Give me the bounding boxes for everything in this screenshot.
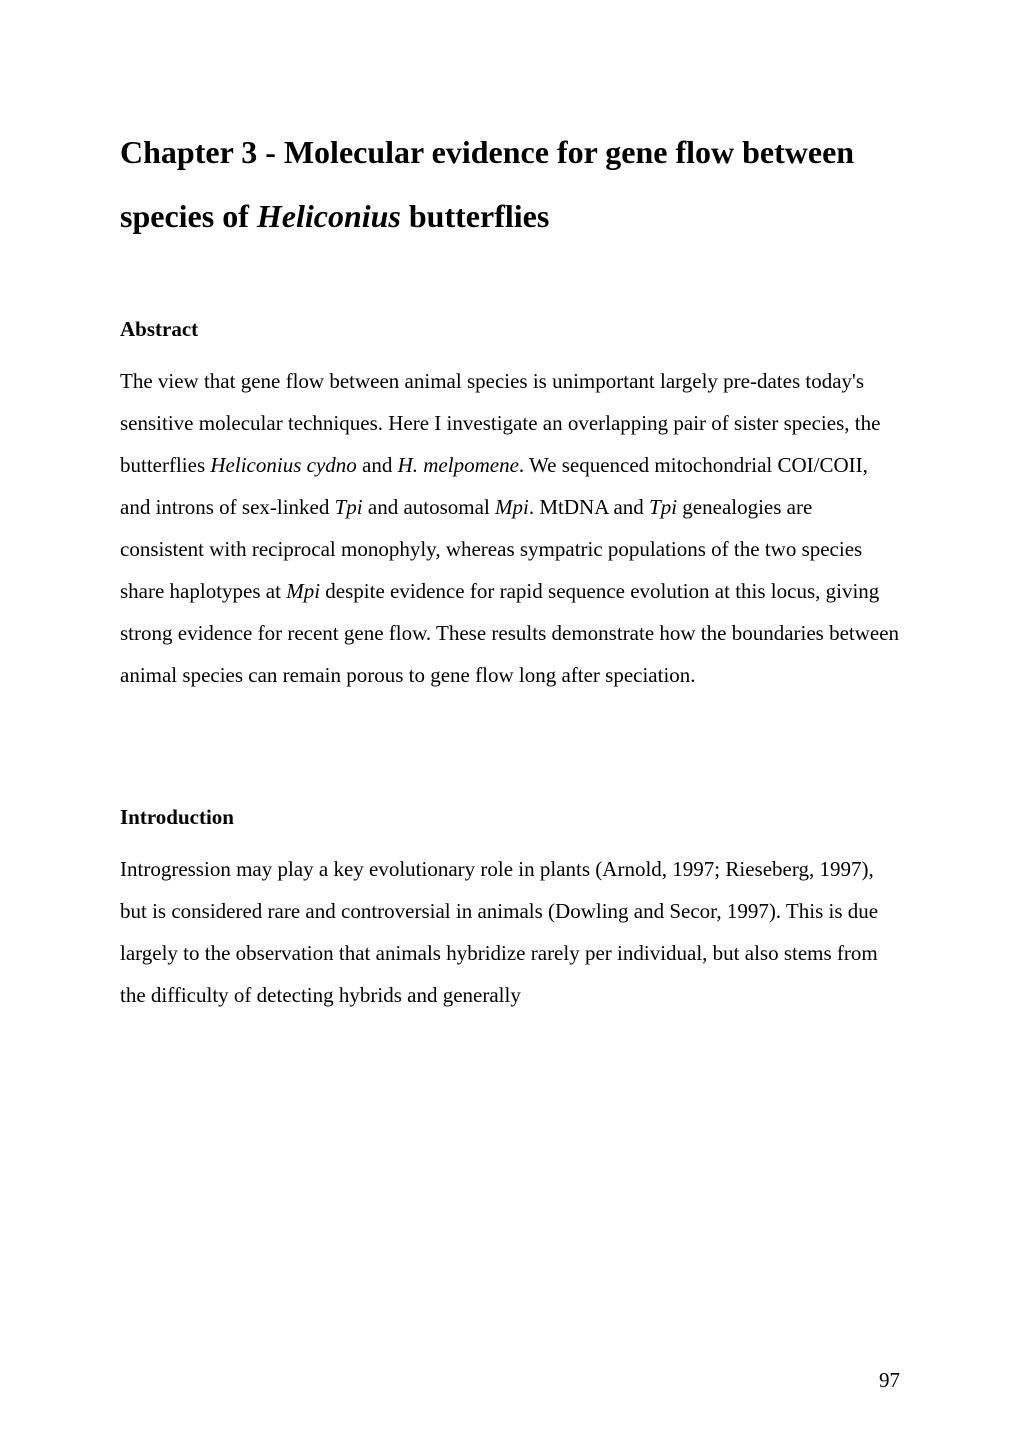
abstract-heading: Abstract [120, 308, 900, 350]
introduction-body: Introgression may play a key evolutionar… [120, 848, 900, 1016]
introduction-section: Introduction Introgression may play a ke… [120, 796, 900, 1016]
chapter-title: Chapter 3 - Molecular evidence for gene … [120, 120, 900, 248]
introduction-heading: Introduction [120, 796, 900, 838]
abstract-section: Abstract The view that gene flow between… [120, 308, 900, 696]
page-number: 97 [879, 1368, 900, 1393]
abstract-body: The view that gene flow between animal s… [120, 360, 900, 696]
